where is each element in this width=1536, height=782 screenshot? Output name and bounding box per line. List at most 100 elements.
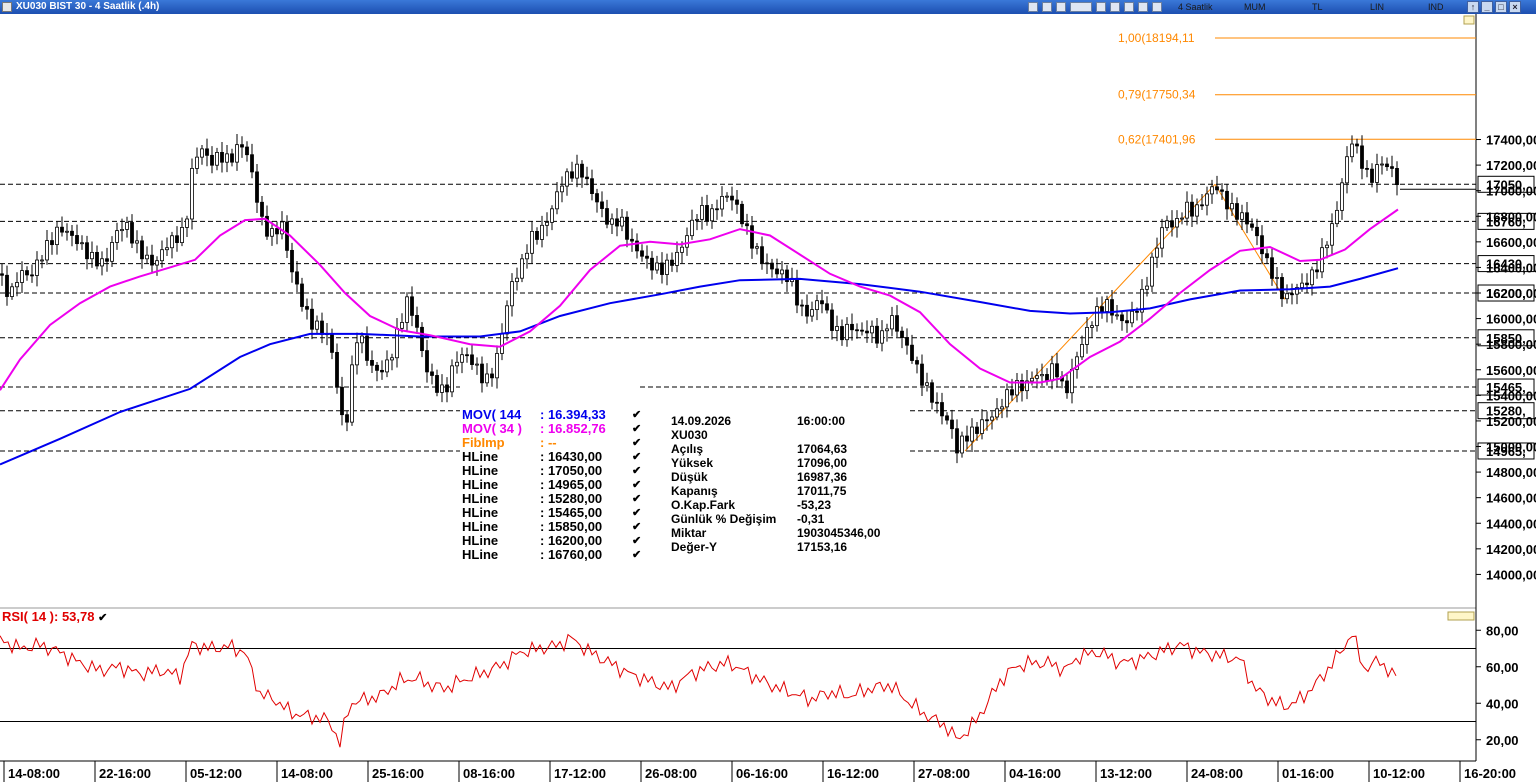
toolbar-icon[interactable] <box>1028 2 1038 12</box>
candle-body <box>425 350 429 373</box>
candle-body <box>665 259 669 275</box>
candle-body <box>80 242 84 245</box>
candle-body <box>260 201 264 217</box>
hline-tag-box <box>1477 255 1535 273</box>
candle-body <box>1255 226 1259 237</box>
candle-body <box>1355 143 1359 147</box>
candle-body <box>675 251 679 266</box>
y-tick-label: 14000,00 <box>1486 567 1536 582</box>
x-tick-label: 22-16:00 <box>99 766 151 781</box>
toolbar-icon[interactable] <box>1110 2 1120 12</box>
candle-body <box>390 357 394 361</box>
y-tick-label: 15400,00 <box>1486 388 1536 403</box>
check-icon[interactable]: ✔ <box>632 451 642 463</box>
info-value: -53,23 <box>797 498 832 512</box>
candle-body <box>0 273 4 276</box>
check-icon[interactable]: ✔ <box>632 521 642 533</box>
info-label: Değer-Y <box>671 540 718 554</box>
rsi-pane-options-icon[interactable] <box>1447 611 1475 621</box>
candle-body <box>570 171 574 179</box>
settings-icon[interactable]: ↑ <box>1467 1 1479 13</box>
candle-body <box>120 229 124 232</box>
close-icon[interactable]: × <box>1509 1 1521 13</box>
candle-body <box>150 254 154 266</box>
candle-body <box>770 262 774 270</box>
candle-body <box>1225 190 1229 210</box>
chart-type-button[interactable]: MUM <box>1244 2 1266 12</box>
toolbar-icon[interactable] <box>1042 2 1052 12</box>
candle-body <box>10 286 14 297</box>
toolbar-icon[interactable] <box>1070 2 1092 12</box>
candle-body <box>1175 218 1179 228</box>
candle-body <box>1125 320 1129 324</box>
candle-body <box>1340 182 1344 211</box>
candle-body <box>565 171 569 187</box>
toolbar-icon[interactable] <box>1138 2 1148 12</box>
check-icon[interactable]: ✔ <box>632 423 642 435</box>
candle-body <box>170 235 174 249</box>
candle-body <box>735 199 739 205</box>
legend-name: MOV( 144 <box>462 407 522 422</box>
check-icon[interactable]: ✔ <box>632 437 642 449</box>
candle-body <box>1195 204 1199 217</box>
candle-body <box>1220 189 1224 192</box>
timeframe-button[interactable]: 4 Saatlik <box>1178 2 1213 12</box>
check-icon[interactable]: ✔ <box>632 535 642 547</box>
candle-body <box>1290 293 1294 296</box>
candle-body <box>930 382 934 403</box>
candle-body <box>310 308 314 330</box>
candle-body <box>330 333 334 353</box>
minimize-icon[interactable]: _ <box>1481 1 1493 13</box>
candle-body <box>190 168 194 220</box>
hline-tag-box <box>1477 212 1535 230</box>
hline-tag-box <box>1477 329 1535 347</box>
toolbar-icon[interactable] <box>1124 2 1134 12</box>
candle-body <box>525 252 529 260</box>
maximize-icon[interactable]: □ <box>1495 1 1507 13</box>
candle-body <box>870 325 874 334</box>
x-tick-label: 26-08:00 <box>645 766 697 781</box>
candle-body <box>715 208 719 211</box>
x-tick-label: 10-12:00 <box>1373 766 1425 781</box>
toolbar-icon[interactable] <box>1056 2 1066 12</box>
check-icon[interactable]: ✔ <box>632 493 642 505</box>
pane-options-icon[interactable] <box>1463 15 1475 25</box>
window-title-bar: XU030 BIST 30 - 4 Saatlik (.4h) 4 Saatli… <box>0 0 1536 14</box>
check-icon[interactable]: ✔ <box>632 409 642 421</box>
check-icon[interactable]: ✔ <box>632 465 642 477</box>
candle-body <box>520 258 524 279</box>
x-tick-label: 25-16:00 <box>372 766 424 781</box>
candle-body <box>1075 356 1079 370</box>
candle-body <box>480 363 484 384</box>
toolbar-icon[interactable] <box>1152 2 1162 12</box>
candle-body <box>1265 253 1269 259</box>
info-label: Düşük <box>671 470 708 484</box>
candle-body <box>640 250 644 257</box>
candle-body <box>1190 201 1194 217</box>
candle-body <box>25 270 29 276</box>
candle-body <box>155 260 159 266</box>
candle-body <box>1205 193 1209 206</box>
candle-body <box>685 235 689 248</box>
hline-tag-box <box>1477 175 1535 193</box>
rsi-tick-label: 60,00 <box>1486 660 1519 675</box>
toolbar-icon[interactable] <box>1096 2 1106 12</box>
indicator-button[interactable]: IND <box>1428 2 1444 12</box>
check-icon[interactable]: ✔ <box>632 507 642 519</box>
legend-value: : -- <box>540 435 557 450</box>
candle-body <box>1210 186 1214 195</box>
candle-body <box>900 330 904 338</box>
candle-body <box>410 296 414 316</box>
scale-button[interactable]: LIN <box>1370 2 1385 12</box>
candle-body <box>365 335 369 361</box>
candle-body <box>1300 282 1304 288</box>
candle-body <box>560 185 564 193</box>
check-icon[interactable]: ✔ <box>98 612 108 624</box>
candle-body <box>500 333 504 354</box>
currency-button[interactable]: TL <box>1312 2 1323 12</box>
candle-body <box>915 360 919 365</box>
candle-body <box>485 373 489 384</box>
check-icon[interactable]: ✔ <box>632 549 642 561</box>
check-icon[interactable]: ✔ <box>632 479 642 491</box>
